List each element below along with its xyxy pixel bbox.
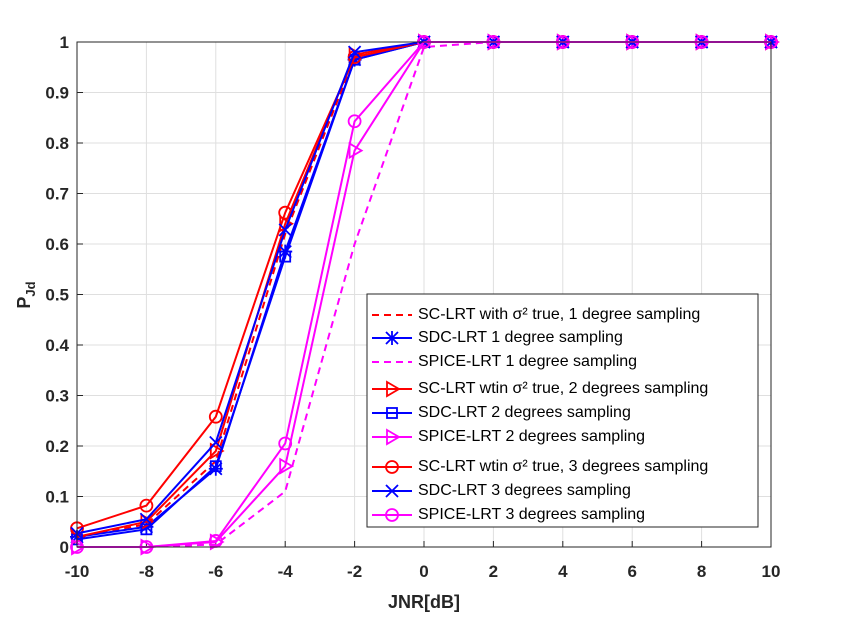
legend-label: SPICE-LRT 3 degrees sampling [418, 506, 645, 523]
x-tick-label: -2 [347, 562, 362, 581]
legend-label: SC-LRT wtin σ² true, 2 degrees sampling [418, 380, 708, 397]
marker [209, 435, 223, 450]
legend-label: SC-LRT with σ² true, 1 degree sampling [418, 306, 700, 323]
marker [139, 498, 154, 513]
y-tick-label: 0.3 [45, 387, 69, 406]
marker [279, 250, 292, 263]
legend-box [366, 293, 759, 528]
legend-label: SDC-LRT 2 degrees sampling [418, 404, 631, 421]
marker [348, 142, 364, 160]
y-tick-label: 0.5 [45, 286, 69, 305]
marker [385, 484, 399, 498]
x-tick-label: 4 [558, 562, 568, 581]
marker [208, 461, 223, 476]
marker [386, 380, 401, 398]
x-tick-label: 2 [489, 562, 498, 581]
marker [347, 45, 362, 59]
legend-label: SC-LRT wtin σ² true, 3 degrees sampling [418, 458, 708, 475]
x-tick-label: -8 [139, 562, 154, 581]
legend-label: SPICE-LRT 1 degree sampling [418, 353, 637, 370]
marker [386, 407, 398, 419]
marker [386, 428, 401, 446]
y-tick-label: 0.2 [45, 437, 69, 456]
y-tick-label: 0.9 [45, 84, 69, 103]
y-axis-label: PJd [14, 281, 38, 308]
x-tick-label: -6 [208, 562, 223, 581]
legend: SC-LRT with σ² true, 1 degree sampling SD… [366, 293, 759, 528]
marker [278, 436, 293, 451]
y-tick-label: 0.1 [45, 488, 69, 507]
x-tick-label: 8 [697, 562, 706, 581]
marker [385, 460, 399, 474]
y-tick-label: 0.4 [45, 336, 69, 355]
legend-label: SDC-LRT 3 degrees sampling [418, 482, 631, 499]
legend-label: SPICE-LRT 2 degrees sampling [418, 428, 645, 445]
marker [347, 114, 362, 129]
x-axis-label: JNR[dB] [388, 592, 460, 612]
marker [209, 460, 222, 473]
marker [279, 457, 294, 475]
x-tick-label: 6 [627, 562, 636, 581]
x-tick-label: -10 [65, 562, 90, 581]
marker [278, 223, 292, 237]
marker [385, 508, 399, 522]
y-label-main: P [14, 297, 34, 309]
x-tick-label: 0 [419, 562, 428, 581]
marker [139, 512, 154, 526]
marker [209, 442, 225, 460]
legend-label: SDC-LRT 1 degree sampling [418, 329, 623, 346]
y-tick-label: 0 [60, 538, 69, 557]
y-tick-label: 0.7 [45, 185, 69, 204]
marker [140, 523, 153, 536]
marker [71, 538, 86, 556]
y-tick-label: 0.8 [45, 134, 69, 153]
y-tick-label: 0.6 [45, 235, 69, 254]
x-tick-label: 10 [762, 562, 781, 581]
y-tick-label: 1 [60, 33, 69, 52]
y-label-sub: Jd [23, 281, 38, 296]
marker [208, 409, 223, 424]
x-tick-label: -4 [278, 562, 294, 581]
marker [385, 331, 399, 345]
axes-box [76, 41, 772, 548]
